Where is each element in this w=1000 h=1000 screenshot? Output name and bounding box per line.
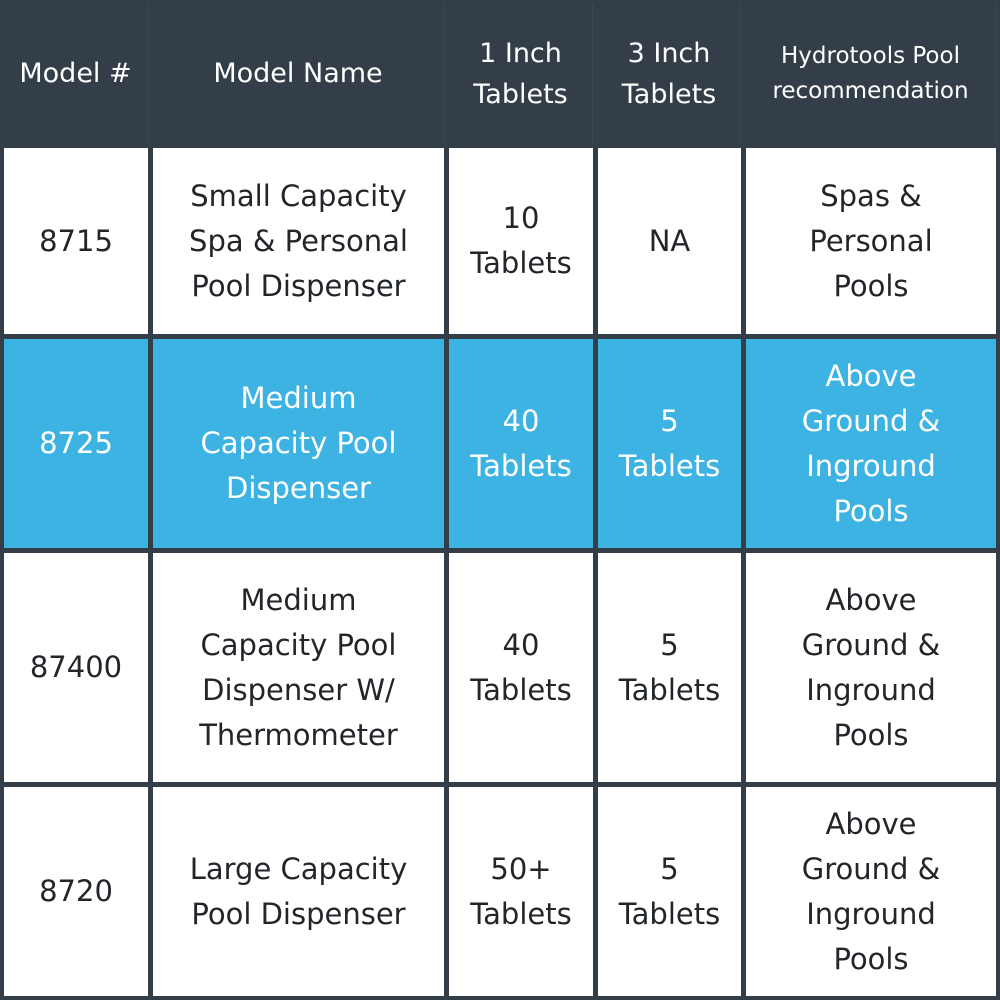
cell-model-name: Large Capacity Pool Dispenser bbox=[153, 787, 444, 996]
cell-recommendation: Above Ground & Inground Pools bbox=[746, 553, 996, 782]
cell-3-inch: 5 Tablets bbox=[598, 339, 741, 548]
header-1-inch-tablets: 1 Inch Tablets bbox=[449, 4, 593, 143]
header-recommendation: Hydrotools Pool recommendation bbox=[746, 4, 996, 143]
cell-3-inch: 5 Tablets bbox=[598, 553, 741, 782]
header-3-inch-tablets: 3 Inch Tablets bbox=[598, 4, 741, 143]
header-model-name: Model Name bbox=[153, 4, 444, 143]
cell-model-name: Medium Capacity Pool Dispenser bbox=[153, 339, 444, 548]
cell-recommendation: Spas & Personal Pools bbox=[746, 148, 996, 334]
cell-recommendation: Above Ground & Inground Pools bbox=[746, 787, 996, 996]
cell-model-name: Small Capacity Spa & Personal Pool Dispe… bbox=[153, 148, 444, 334]
cell-recommendation: Above Ground & Inground Pools bbox=[746, 339, 996, 548]
cell-model-number: 87400 bbox=[4, 553, 148, 782]
cell-1-inch: 50+ Tablets bbox=[449, 787, 593, 996]
cell-model-number: 8725 bbox=[4, 339, 148, 548]
cell-1-inch: 40 Tablets bbox=[449, 553, 593, 782]
cell-1-inch: 10 Tablets bbox=[449, 148, 593, 334]
cell-model-name: Medium Capacity Pool Dispenser W/ Thermo… bbox=[153, 553, 444, 782]
cell-3-inch: 5 Tablets bbox=[598, 787, 741, 996]
cell-3-inch: NA bbox=[598, 148, 741, 334]
cell-model-number: 8720 bbox=[4, 787, 148, 996]
cell-model-number: 8715 bbox=[4, 148, 148, 334]
header-model-number: Model # bbox=[4, 4, 148, 143]
cell-1-inch: 40 Tablets bbox=[449, 339, 593, 548]
